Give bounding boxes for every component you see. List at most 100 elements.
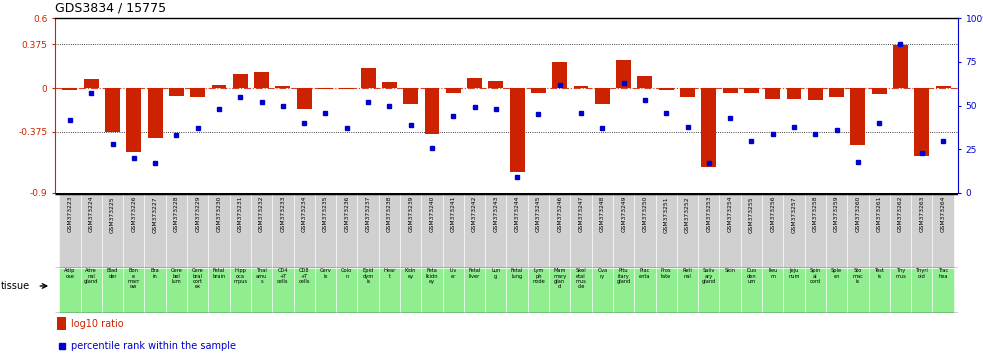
Bar bbox=[191, 88, 205, 97]
Text: GSM373251: GSM373251 bbox=[664, 196, 668, 233]
Text: GSM373248: GSM373248 bbox=[600, 196, 605, 232]
Bar bbox=[677, 193, 698, 268]
Bar bbox=[294, 268, 315, 313]
Text: Skin: Skin bbox=[724, 268, 735, 273]
Text: Saliv
ary
gland: Saliv ary gland bbox=[702, 268, 716, 284]
Bar bbox=[208, 268, 230, 313]
Text: log10 ratio: log10 ratio bbox=[71, 319, 124, 329]
Bar bbox=[701, 88, 717, 167]
Text: GSM373234: GSM373234 bbox=[302, 196, 307, 232]
Bar bbox=[339, 88, 354, 89]
Text: Spin
al
cord: Spin al cord bbox=[810, 268, 821, 284]
Bar bbox=[805, 268, 826, 313]
Bar bbox=[890, 268, 911, 313]
Text: GSM373229: GSM373229 bbox=[196, 196, 201, 233]
Bar bbox=[294, 193, 315, 268]
Bar bbox=[744, 88, 759, 93]
Bar bbox=[358, 268, 378, 313]
Bar bbox=[574, 86, 589, 88]
Bar bbox=[315, 193, 336, 268]
Bar bbox=[677, 268, 698, 313]
Bar bbox=[81, 268, 102, 313]
Text: GSM373249: GSM373249 bbox=[621, 196, 626, 232]
Text: GSM373259: GSM373259 bbox=[835, 196, 839, 233]
Text: CD8
+T
cells: CD8 +T cells bbox=[299, 268, 310, 284]
Bar bbox=[528, 193, 549, 268]
Bar bbox=[166, 193, 187, 268]
Text: Test
is: Test is bbox=[874, 268, 884, 279]
Bar bbox=[442, 268, 464, 313]
Text: Hipp
oca
mpus: Hipp oca mpus bbox=[233, 268, 248, 284]
Bar bbox=[506, 193, 528, 268]
Bar bbox=[826, 268, 847, 313]
Text: GSM373253: GSM373253 bbox=[707, 196, 712, 233]
Bar bbox=[869, 193, 890, 268]
Bar bbox=[251, 268, 272, 313]
Bar bbox=[166, 268, 187, 313]
Bar bbox=[145, 193, 166, 268]
Bar bbox=[361, 68, 376, 88]
Bar bbox=[808, 88, 823, 100]
Bar bbox=[552, 62, 567, 88]
Bar bbox=[84, 79, 98, 88]
Text: Thyri
oid: Thyri oid bbox=[915, 268, 928, 279]
Text: Skel
etal
mus
cle: Skel etal mus cle bbox=[576, 268, 587, 289]
Bar bbox=[464, 193, 486, 268]
Bar bbox=[914, 88, 929, 156]
Text: Adip
ose: Adip ose bbox=[64, 268, 76, 279]
Bar bbox=[230, 268, 251, 313]
Text: GSM373246: GSM373246 bbox=[557, 196, 562, 232]
Bar bbox=[102, 268, 123, 313]
Bar bbox=[656, 268, 677, 313]
Bar bbox=[400, 193, 422, 268]
Bar bbox=[613, 268, 634, 313]
Text: Sto
mac
is: Sto mac is bbox=[852, 268, 863, 284]
Text: GSM373261: GSM373261 bbox=[877, 196, 882, 233]
Bar bbox=[829, 88, 844, 97]
Text: GSM373262: GSM373262 bbox=[898, 196, 903, 233]
Bar bbox=[659, 88, 673, 90]
Text: Fetal
lung: Fetal lung bbox=[511, 268, 523, 279]
Bar bbox=[786, 88, 801, 98]
Bar bbox=[382, 82, 397, 88]
Bar bbox=[762, 193, 783, 268]
Bar bbox=[145, 268, 166, 313]
Bar bbox=[549, 193, 570, 268]
Bar bbox=[378, 193, 400, 268]
Bar bbox=[741, 268, 762, 313]
Bar bbox=[147, 88, 162, 138]
Text: GSM373247: GSM373247 bbox=[579, 196, 584, 233]
Text: GSM373256: GSM373256 bbox=[771, 196, 776, 233]
Text: Thal
amu
s: Thal amu s bbox=[256, 268, 267, 284]
Bar bbox=[936, 86, 951, 88]
Bar bbox=[698, 193, 720, 268]
Text: GSM373230: GSM373230 bbox=[216, 196, 221, 232]
Bar bbox=[464, 268, 486, 313]
Text: Reti
nal: Reti nal bbox=[682, 268, 692, 279]
Text: GSM373238: GSM373238 bbox=[387, 196, 392, 232]
Text: GSM373254: GSM373254 bbox=[727, 196, 732, 233]
Text: GSM373250: GSM373250 bbox=[643, 196, 648, 233]
Bar bbox=[656, 193, 677, 268]
Text: Lym
ph
node: Lym ph node bbox=[532, 268, 545, 284]
Text: Thy
mus: Thy mus bbox=[896, 268, 906, 279]
Text: Ileu
m: Ileu m bbox=[768, 268, 778, 279]
Text: Epid
dym
is: Epid dym is bbox=[363, 268, 374, 284]
Bar bbox=[506, 268, 528, 313]
Text: GSM373228: GSM373228 bbox=[174, 196, 179, 233]
Bar bbox=[446, 88, 461, 93]
Bar bbox=[467, 78, 482, 88]
Bar bbox=[847, 193, 869, 268]
Text: Jeju
num: Jeju num bbox=[788, 268, 800, 279]
Bar bbox=[869, 268, 890, 313]
Text: tissue: tissue bbox=[1, 281, 30, 291]
Text: GSM373258: GSM373258 bbox=[813, 196, 818, 233]
Text: GSM373241: GSM373241 bbox=[451, 196, 456, 233]
Bar bbox=[208, 193, 230, 268]
Bar bbox=[489, 81, 503, 88]
Bar bbox=[336, 193, 358, 268]
Bar bbox=[378, 268, 400, 313]
Bar bbox=[230, 193, 251, 268]
Text: Plac
enta: Plac enta bbox=[639, 268, 651, 279]
Bar bbox=[102, 193, 123, 268]
